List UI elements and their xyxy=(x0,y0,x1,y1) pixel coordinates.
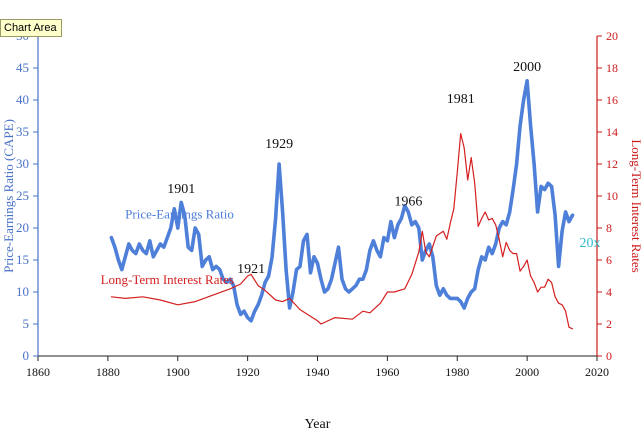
right-y-tick-label: 14 xyxy=(606,125,618,139)
left-y-tick-label: 20 xyxy=(16,220,29,235)
chart-area-tooltip: Chart Area xyxy=(0,19,62,37)
x-tick-label: 1860 xyxy=(26,365,50,379)
pe-ratio-line xyxy=(109,79,575,323)
left-y-tick-label: 25 xyxy=(16,188,29,203)
peak-year-label: 1966 xyxy=(394,195,422,210)
right-y-tick-label: 2 xyxy=(606,317,612,331)
peak-year-label: 1901 xyxy=(167,182,195,197)
right-y-tick-label: 16 xyxy=(606,93,618,107)
left-y-tick-label: 45 xyxy=(16,60,29,75)
peak-year-label: 2000 xyxy=(513,60,541,75)
x-tick-label: 2000 xyxy=(515,365,539,379)
series-layer xyxy=(109,79,575,330)
x-tick-label: 1980 xyxy=(445,365,469,379)
left-y-tick-label: 35 xyxy=(16,124,29,139)
right-axis-title: Long-Term Interest Rates xyxy=(629,139,644,272)
right-y-tick-label: 4 xyxy=(606,285,612,299)
left-y-tick-label: 40 xyxy=(16,92,29,107)
pe-series-label: Price-Earnings Ratio xyxy=(125,206,234,221)
left-y-tick-label: 30 xyxy=(16,156,29,171)
interest-rate-line xyxy=(110,133,574,330)
x-axis-title: Year xyxy=(305,417,331,432)
right-y-tick-label: 20 xyxy=(606,29,618,43)
peak-year-label: 1929 xyxy=(265,137,293,152)
peak-year-label: 1981 xyxy=(447,92,475,107)
x-tick-label: 1900 xyxy=(166,365,190,379)
ticks-layer: 1860 1880 1900 1920 1940 1960 1980 2000 20200510… xyxy=(16,28,618,379)
left-y-tick-label: 0 xyxy=(23,348,30,363)
average-multiple-note: 20x xyxy=(580,236,601,251)
left-y-tick-label: 15 xyxy=(16,252,29,267)
right-y-tick-label: 18 xyxy=(606,61,618,75)
x-tick-label: 1880 xyxy=(96,365,120,379)
peak-year-label: 1921 xyxy=(237,262,265,277)
right-y-tick-label: 0 xyxy=(606,349,612,363)
right-y-tick-label: 6 xyxy=(606,253,612,267)
labels-layer: Year Price-Earnings Ratio (CAPE) Long-Te… xyxy=(1,60,644,432)
right-y-tick-label: 10 xyxy=(606,189,618,203)
left-axis-title: Price-Earnings Ratio (CAPE) xyxy=(1,119,16,273)
x-tick-label: 2020 xyxy=(585,365,609,379)
left-y-tick-label: 10 xyxy=(16,284,29,299)
right-y-tick-label: 8 xyxy=(606,221,612,235)
rates-series-label: Long-Term Interest Rates xyxy=(101,272,234,287)
x-tick-label: 1940 xyxy=(306,365,330,379)
right-y-tick-label: 12 xyxy=(606,157,618,171)
left-y-tick-label: 5 xyxy=(23,316,30,331)
x-tick-label: 1920 xyxy=(236,365,260,379)
x-tick-label: 1960 xyxy=(375,365,399,379)
